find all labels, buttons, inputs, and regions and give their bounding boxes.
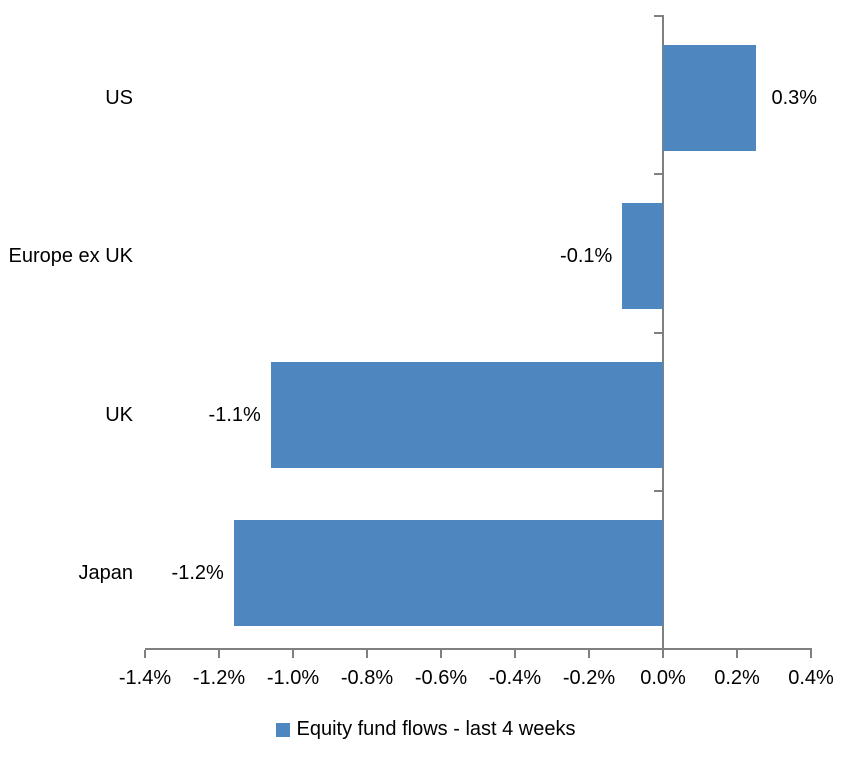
bar-japan	[233, 519, 663, 626]
legend-swatch-icon	[276, 722, 291, 737]
value-axis-tick	[440, 650, 442, 658]
value-axis-tick-label: 0.0%	[640, 667, 686, 689]
category-axis-tick	[654, 15, 662, 17]
value-axis-tick	[810, 650, 812, 658]
value-axis-tick-label: -0.8%	[340, 667, 394, 689]
value-axis-tick-label: 0.4%	[788, 667, 834, 689]
value-axis-tick-label: 0.2%	[714, 667, 760, 689]
data-label-us: 0.3%	[771, 87, 818, 110]
value-axis-tick	[366, 650, 368, 658]
value-axis-tick	[144, 650, 146, 658]
value-axis-tick	[218, 650, 220, 658]
category-label-uk: UK	[105, 403, 133, 426]
data-label-europe-ex-uk: -0.1%	[560, 245, 613, 268]
category-label-us: US	[105, 87, 133, 110]
legend: Equity fund flows - last 4 weeks	[0, 718, 852, 741]
category-label-japan: Japan	[78, 561, 134, 584]
value-axis-tick-label: -1.0%	[266, 667, 320, 689]
value-axis-tick-label: -0.4%	[488, 667, 542, 689]
bar-europe-ex-uk	[622, 203, 663, 310]
value-axis-tick	[662, 650, 664, 658]
category-axis-line	[662, 15, 664, 648]
value-axis-tick	[514, 650, 516, 658]
category-axis-tick	[654, 489, 662, 492]
bar-us	[663, 45, 756, 152]
legend-label: Equity fund flows - last 4 weeks	[296, 718, 576, 740]
value-axis-tick-label: -0.6%	[414, 667, 468, 689]
value-axis-tick-label: -0.2%	[562, 667, 616, 689]
category-axis-tick	[654, 331, 662, 334]
value-axis-line	[145, 648, 812, 650]
category-label-europe-ex-uk: Europe ex UK	[8, 245, 133, 268]
bar-uk	[270, 361, 663, 468]
data-label-uk: -1.1%	[208, 403, 261, 426]
value-axis-tick	[292, 650, 294, 658]
value-axis-tick	[588, 650, 590, 658]
value-axis-tick	[736, 650, 738, 658]
data-label-japan: -1.2%	[171, 561, 224, 584]
category-axis-tick	[654, 173, 662, 176]
category-axis-tick	[654, 648, 662, 650]
value-axis-tick-label: -1.4%	[118, 667, 172, 689]
value-axis-tick-label: -1.2%	[192, 667, 246, 689]
